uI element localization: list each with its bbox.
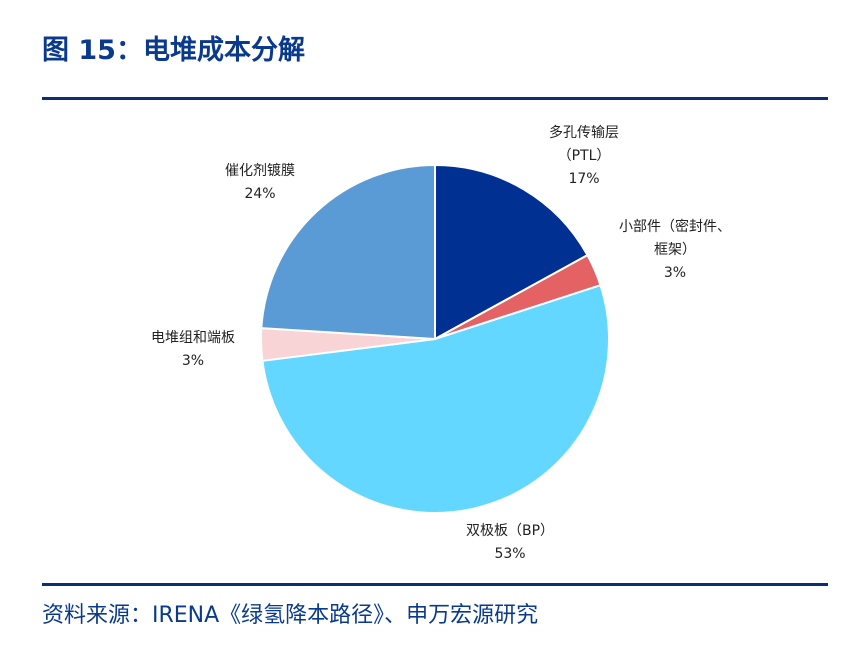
slice-name-line: （PTL） (558, 148, 611, 164)
slice-name-line: 小部件（密封件、 (619, 218, 731, 235)
slice-name-line: 框架） (654, 242, 696, 258)
pie-slice-2 (261, 283, 610, 514)
top-divider (42, 97, 828, 100)
slice-value-label: 53% (494, 546, 525, 562)
slice-label-2: 双极板（BP） 53% (466, 523, 554, 562)
slice-name-line: 双极板（BP） (466, 523, 554, 539)
slice-name-line: 电堆组和端板 (151, 330, 235, 346)
slice-name-line: 催化剂镀膜 (225, 162, 295, 179)
slice-value-label: 17% (568, 171, 599, 187)
figure-title: 图 15：电堆成本分解 (42, 35, 305, 66)
pie-slice-4 (260, 163, 436, 341)
slice-label-4: 催化剂镀膜 24% (225, 162, 295, 202)
slice-label-0: 多孔传输层 （PTL） 17% (549, 124, 619, 187)
slice-value-label: 3% (182, 353, 204, 369)
slice-value-label: 24% (244, 186, 275, 202)
slice-label-3: 电堆组和端板 3% (151, 330, 235, 369)
slice-value-label: 3% (664, 265, 686, 281)
pie-slice-0 (434, 163, 589, 341)
slice-label-1: 小部件（密封件、框架） 3% (619, 218, 731, 281)
slice-name-line: 多孔传输层 (549, 124, 619, 141)
bottom-divider (42, 583, 828, 586)
source-note: 资料来源：IRENA《绿氢降本路径》、申万宏源研究 (42, 603, 539, 628)
